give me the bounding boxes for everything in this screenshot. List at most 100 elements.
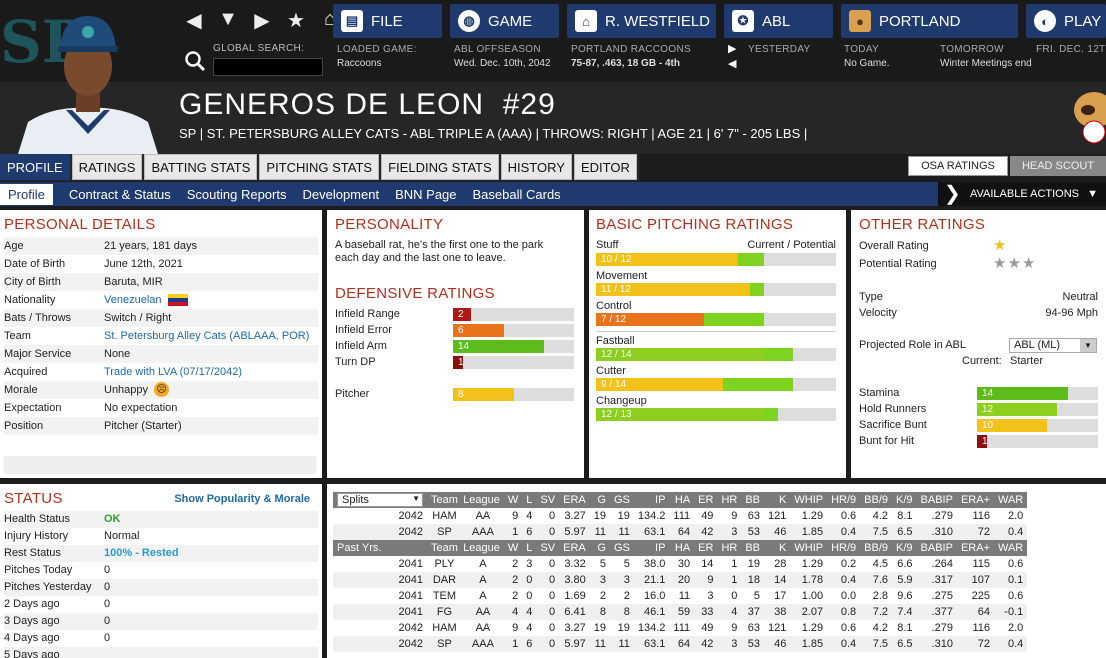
stats-column-header[interactable]: G xyxy=(589,540,610,556)
status-label: Injury History xyxy=(4,530,69,542)
stats-column-header[interactable]: ERA+ xyxy=(956,540,994,556)
tab-pitching-stats[interactable]: PITCHING STATS xyxy=(259,154,380,180)
stats-column-header[interactable]: ERA xyxy=(559,540,590,556)
tab-batting-stats[interactable]: BATTING STATS xyxy=(144,154,258,180)
stats-column-header[interactable]: G xyxy=(589,492,610,508)
personal-details-title: PERSONAL DETAILS xyxy=(4,216,156,233)
stats-column-header[interactable]: ERA+ xyxy=(956,492,994,508)
search-icon[interactable] xyxy=(184,50,206,72)
stats-row[interactable]: 2041 DAR A 2 0 0 3.80 3 3 21.1 20 9 1 18 14 1.78 0.4 7.6 5… xyxy=(333,572,1028,588)
stats-column-header[interactable]: SV xyxy=(536,540,560,556)
stats-column-header[interactable]: WAR xyxy=(994,540,1028,556)
subnav-contract-status[interactable]: Contract & Status xyxy=(68,186,171,202)
stats-header-row: Past Yrs. Team League W L SV ERA G GS IP HA ER HR BB K… xyxy=(333,540,1028,556)
subnav-bnn-page[interactable]: BNN Page xyxy=(395,186,457,202)
stats-row[interactable]: 2042 SP AAA 1 6 0 5.97 11 11 63.1 64 42 3 53 46 1.85 0.4… xyxy=(333,636,1028,652)
subnav-baseball-cards[interactable]: Baseball Cards xyxy=(472,186,561,202)
stats-column-header[interactable]: HA xyxy=(669,492,695,508)
manager-menu-button[interactable]: ⌂ R. WESTFIELD xyxy=(567,4,716,38)
subnav-scouting-reports[interactable]: Scouting Reports xyxy=(186,186,287,202)
show-popularity-link[interactable]: Show Popularity & Morale xyxy=(174,492,310,505)
tab-fielding-stats[interactable]: FIELDING STATS xyxy=(381,154,499,180)
stats-column-header[interactable]: League xyxy=(461,540,504,556)
osa-ratings-toggle[interactable]: OSA RATINGS xyxy=(908,156,1008,176)
stats-column-header[interactable]: BB/9 xyxy=(860,492,893,508)
stats-column-header[interactable]: BB/9 xyxy=(860,540,893,556)
rating-bar: 10 xyxy=(977,418,1098,432)
stats-column-header[interactable]: W xyxy=(503,492,523,508)
detail-value: Unhappy xyxy=(104,384,149,396)
stats-row[interactable]: 2041 TEM A 2 0 0 1.69 2 2 16.0 11 3 0 5 17 1.00 0.0 2.8 9.… xyxy=(333,588,1027,604)
stats-column-header[interactable]: HA xyxy=(669,540,695,556)
stats-column-header[interactable]: IP xyxy=(633,540,670,556)
prev-day-icon[interactable]: ◀ xyxy=(728,58,737,70)
stats-cell: 2.07 xyxy=(790,604,828,620)
stats-column-header[interactable]: League xyxy=(461,492,504,508)
head-scout-toggle[interactable]: HEAD SCOUT xyxy=(1010,156,1106,176)
tab-ratings[interactable]: RATINGS xyxy=(71,154,143,180)
tab-history[interactable]: HISTORY xyxy=(500,154,572,180)
projected-role-select[interactable]: ABL (ML) ▼ xyxy=(1009,337,1097,353)
team-link[interactable]: St. Petersburg Alley Cats (ABLAAA, POR) xyxy=(104,330,310,342)
stats-row[interactable]: 2042 HAM AA 9 4 0 3.27 19 19 134.2 111 49 9 63 121 1.29… xyxy=(333,620,1027,636)
stats-row[interactable]: 2041 PLY A 2 3 0 3.32 5 5 38.0 30 14 1 19 28 1.29 0.2 4.5… xyxy=(333,556,1027,572)
rating-fill xyxy=(977,434,987,448)
back-icon[interactable]: ◀ xyxy=(186,10,202,32)
stats-column-header[interactable]: HR/9 xyxy=(827,540,861,556)
rating-fill xyxy=(453,307,472,321)
pitch-label-changeup: Changeup xyxy=(596,395,647,407)
stats-column-header[interactable]: K xyxy=(764,492,791,508)
dropdown-icon[interactable]: ▼ xyxy=(218,8,238,30)
stats-row[interactable]: 2042 SP AAA 1 6 0 5.97 11 11 63.1 64 42 3 53 46 1.85 0.4… xyxy=(333,524,1028,540)
forward-icon[interactable]: ▶ xyxy=(254,10,270,32)
global-search-input[interactable] xyxy=(213,58,323,76)
stats-column-header[interactable]: WAR xyxy=(994,492,1028,508)
stats-column-header[interactable]: BB xyxy=(741,540,765,556)
stats-row[interactable]: 2041 FG AA 4 4 0 6.41 8 8 46.1 59 33 4 37 38 2.07 0.8 7.2… xyxy=(333,604,1028,620)
stats-column-header[interactable]: IP xyxy=(633,492,670,508)
stats-column-header[interactable]: K xyxy=(764,540,791,556)
stats-column-header[interactable]: SV xyxy=(536,492,560,508)
next-day-icon[interactable]: ▶ xyxy=(728,43,737,55)
file-menu-button[interactable]: ▤ FILE xyxy=(333,4,442,38)
stats-column-header[interactable]: HR xyxy=(717,540,742,556)
stats-row[interactable]: 2042 HAM AA 9 4 0 3.27 19 19 134.2 111 49 9 63 121 1.29… xyxy=(333,508,1027,524)
stats-column-header[interactable]: K/9 xyxy=(892,540,917,556)
subnav-development[interactable]: Development xyxy=(302,186,380,202)
stats-column-header[interactable]: Team xyxy=(427,540,462,556)
acquired-link[interactable]: Trade with LVA (07/17/2042) xyxy=(104,366,242,378)
details-footer-bar xyxy=(4,456,316,474)
stats-column-header[interactable]: BABIP xyxy=(916,492,957,508)
stats-column-header[interactable]: L xyxy=(522,540,537,556)
tab-profile[interactable]: PROFILE xyxy=(0,154,70,180)
subnav-profile[interactable]: Profile xyxy=(0,183,53,205)
detail-row-team: Team St. Petersburg Alley Cats (ABLAAA, P… xyxy=(4,327,318,345)
stats-column-header[interactable]: ERA xyxy=(559,492,590,508)
stats-column-header[interactable]: GS xyxy=(609,492,634,508)
stats-column-header[interactable]: WHIP xyxy=(790,540,828,556)
stats-column-header[interactable]: W xyxy=(503,540,523,556)
nationality-link[interactable]: Venezuelan xyxy=(104,294,162,306)
current-fill xyxy=(596,378,724,391)
stats-column-header[interactable]: HR xyxy=(717,492,742,508)
team-menu-button[interactable]: ● PORTLAND xyxy=(841,4,1018,38)
stats-column-header[interactable]: ER xyxy=(694,540,718,556)
stats-cell: AA xyxy=(475,510,491,522)
stats-column-header[interactable]: BABIP xyxy=(916,540,957,556)
stats-column-header[interactable]: Team xyxy=(427,492,462,508)
stats-column-header[interactable]: GS xyxy=(609,540,634,556)
stats-column-header[interactable]: BB xyxy=(741,492,765,508)
league-menu-button[interactable]: ✪ ABL xyxy=(724,4,833,38)
stats-column-header[interactable]: K/9 xyxy=(892,492,917,508)
stats-column-header[interactable]: HR/9 xyxy=(827,492,861,508)
stats-column-header[interactable]: ER xyxy=(694,492,718,508)
tab-editor[interactable]: EDITOR xyxy=(573,154,637,180)
stats-cell: 111 xyxy=(673,622,691,634)
play-menu-button[interactable]: ◐ PLAY xyxy=(1026,4,1106,38)
star-icon[interactable]: ★ xyxy=(287,10,305,32)
splits-select[interactable]: Splits ▼ xyxy=(337,493,423,507)
stats-column-header[interactable]: WHIP xyxy=(790,492,828,508)
game-menu-button[interactable]: ◍ GAME xyxy=(450,4,559,38)
available-actions-button[interactable]: ❯ AVAILABLE ACTIONS ▼ xyxy=(938,182,1106,206)
stats-column-header[interactable]: L xyxy=(522,492,537,508)
